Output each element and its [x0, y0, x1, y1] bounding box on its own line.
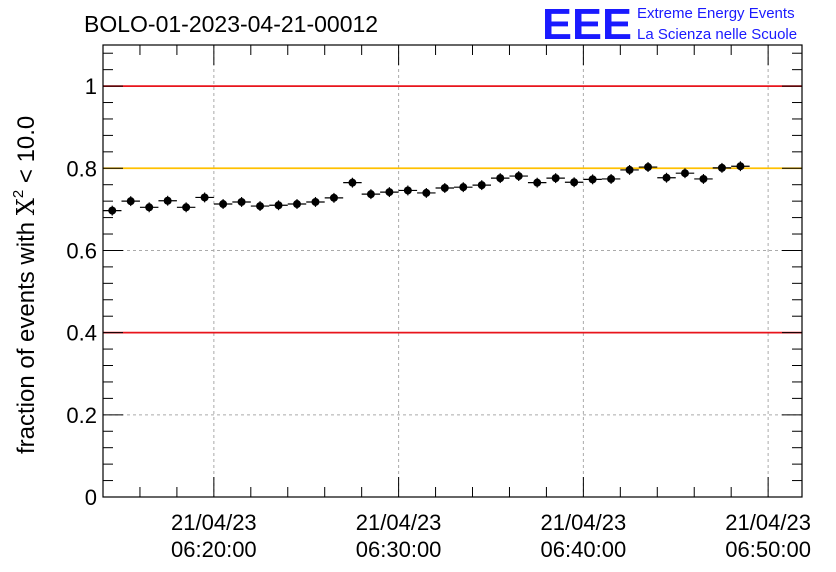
- eee-logo-line2: La Scienza nelle Scuole: [637, 26, 797, 43]
- x-tick-label-time: 06:30:00: [356, 537, 442, 562]
- x-tick-label-date: 21/04/23: [171, 510, 257, 535]
- y-axis-label: fraction of events with X2 < 10.0: [10, 116, 40, 454]
- x-tick-label-date: 21/04/23: [541, 510, 627, 535]
- data-point: [256, 202, 265, 211]
- y-axis-label-prefix: fraction of events with: [13, 215, 40, 454]
- y-axis-label-superscript: 2: [10, 190, 27, 198]
- x-tick-label-time: 06:20:00: [171, 537, 257, 562]
- data-point: [588, 175, 597, 184]
- data-point: [459, 183, 468, 192]
- data-point: [644, 163, 653, 172]
- y-tick-label: 1: [85, 74, 97, 99]
- data-point: [570, 178, 579, 187]
- data-series: [103, 161, 750, 216]
- data-point: [625, 165, 634, 174]
- data-point: [126, 197, 135, 206]
- y-tick-label: 0: [85, 485, 97, 510]
- y-tick-label: 0.4: [66, 321, 97, 346]
- data-point: [403, 186, 412, 195]
- axis-ticks: [103, 45, 802, 498]
- data-point: [292, 200, 301, 209]
- data-point: [607, 174, 616, 183]
- x-tick-label-date: 21/04/23: [725, 510, 811, 535]
- data-point: [680, 169, 689, 178]
- x-tick-label-time: 06:50:00: [725, 537, 811, 562]
- data-point: [311, 197, 320, 206]
- data-point: [440, 183, 449, 192]
- data-point: [736, 162, 745, 171]
- data-point: [477, 181, 486, 190]
- y-axis-label-suffix: < 10.0: [13, 116, 40, 190]
- y-axis-label-symbol: X: [12, 198, 40, 215]
- x-tick-labels: 21/04/2306:20:0021/04/2306:30:0021/04/23…: [171, 510, 811, 562]
- x-tick-label-date: 21/04/23: [356, 510, 442, 535]
- data-point: [699, 174, 708, 183]
- eee-logo: EEE Extreme Energy Events La Scienza nel…: [542, 0, 797, 49]
- data-point: [385, 188, 394, 197]
- data-point: [108, 206, 117, 215]
- data-point: [237, 197, 246, 206]
- data-point: [200, 193, 209, 202]
- y-tick-labels: 0 0.2 0.4 0.6 0.8 1: [66, 74, 97, 510]
- data-point: [551, 174, 560, 183]
- y-tick-label: 0.8: [66, 156, 97, 181]
- data-point: [348, 178, 357, 187]
- data-point: [163, 196, 172, 205]
- data-point: [182, 203, 191, 212]
- eee-logo-mark: EEE: [542, 0, 632, 49]
- chart-title: BOLO-01-2023-04-21-00012: [84, 11, 378, 37]
- data-point: [366, 190, 375, 199]
- data-point: [219, 200, 228, 209]
- data-point: [533, 178, 542, 187]
- data-point: [496, 174, 505, 183]
- y-tick-label: 0.6: [66, 238, 97, 263]
- eee-logo-line1: Extreme Energy Events: [637, 5, 795, 22]
- x-tick-label-time: 06:40:00: [541, 537, 627, 562]
- data-point: [422, 188, 431, 197]
- data-point: [662, 173, 671, 182]
- data-point: [329, 193, 338, 202]
- data-point: [514, 172, 523, 181]
- y-tick-label: 0.2: [66, 403, 97, 428]
- data-point: [145, 203, 154, 212]
- data-point: [274, 201, 283, 210]
- data-point: [717, 163, 726, 172]
- plot-frame: [102, 44, 803, 498]
